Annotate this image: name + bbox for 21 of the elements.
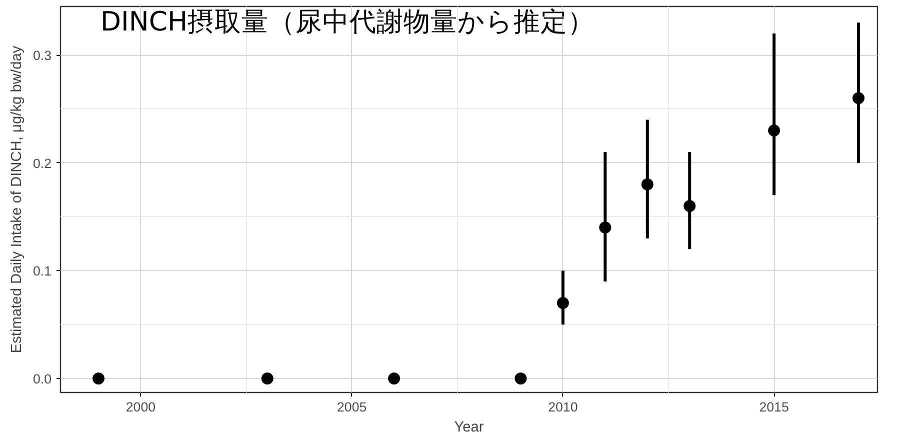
point <box>92 372 104 384</box>
point <box>641 178 654 190</box>
x-tick-label: 2000 <box>126 400 156 414</box>
x-tick-label: 2010 <box>548 400 578 414</box>
x-tick-label: 2015 <box>759 400 789 414</box>
x-tick-label: 2005 <box>337 400 367 414</box>
annotation: DINCH摂取量（尿中代謝物量から推定） <box>100 6 594 38</box>
y-tick-label: 0.1 <box>32 264 52 279</box>
x-axis-title: Year <box>454 420 484 436</box>
y-tick-label: 0.0 <box>32 371 52 386</box>
y-axis-title: Estimated Daily Intake of DINCH, μg/kg bw/day <box>8 45 25 354</box>
point <box>556 297 569 309</box>
point <box>768 124 780 136</box>
y-tick-label: 0.3 <box>32 48 52 64</box>
point <box>852 92 864 104</box>
point <box>599 222 612 234</box>
point <box>514 372 527 384</box>
point <box>388 372 400 384</box>
y-tick-label: 0.2 <box>32 156 52 171</box>
point <box>684 200 696 212</box>
point <box>261 372 274 384</box>
